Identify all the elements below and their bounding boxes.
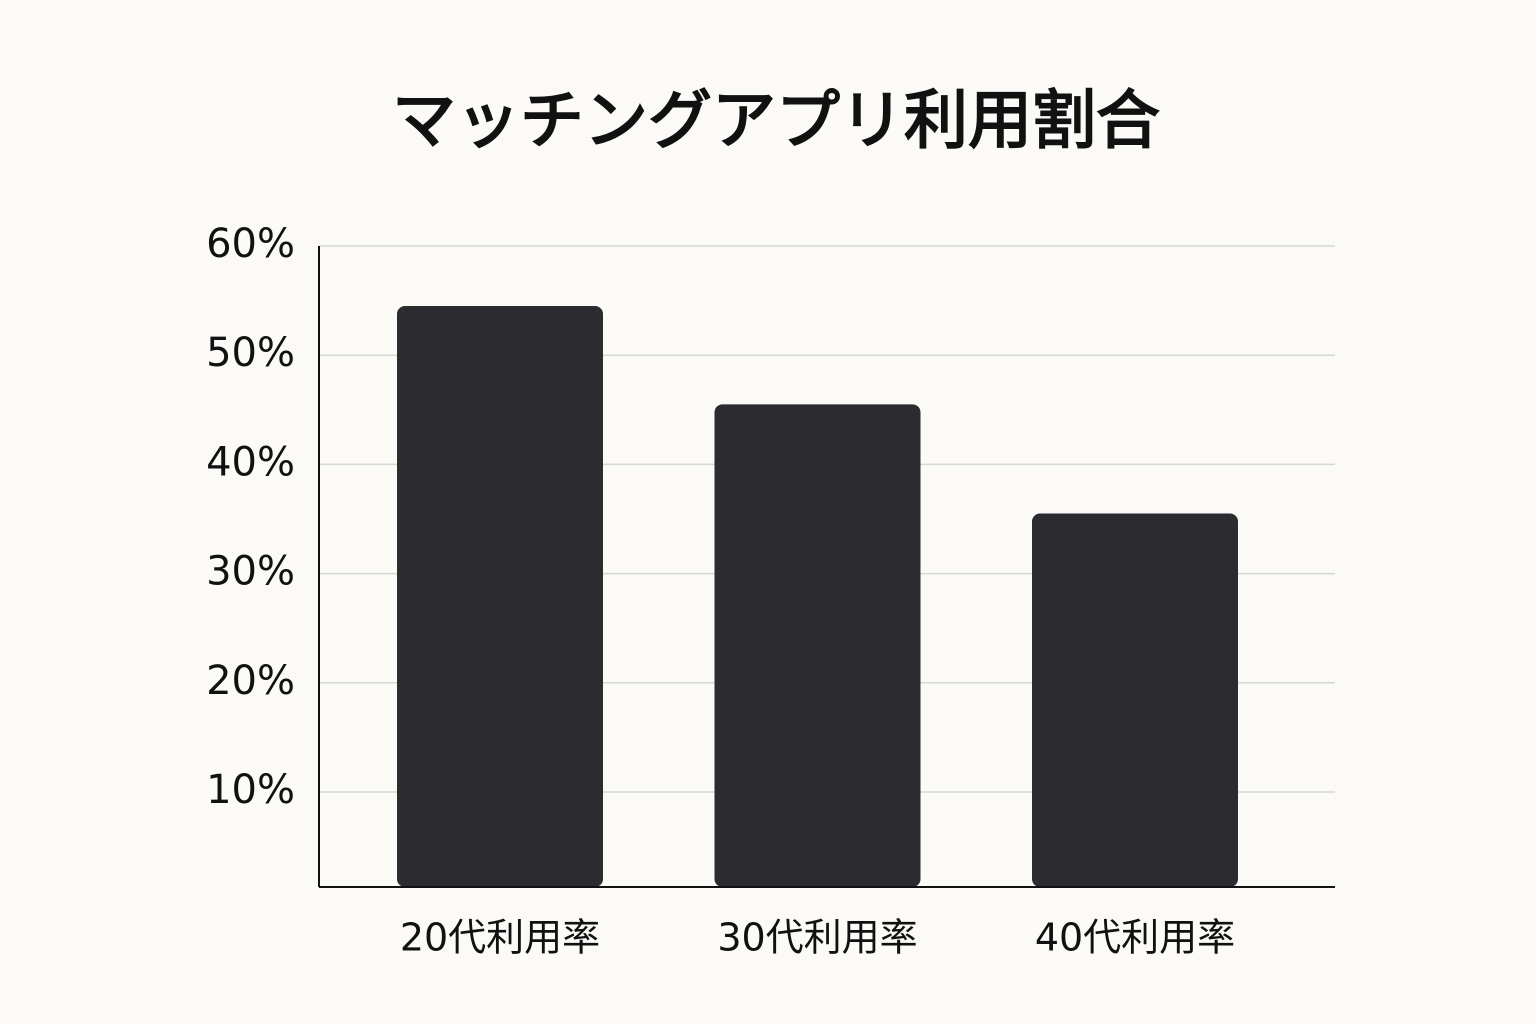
x-tick-label: 40代利用率 (1035, 916, 1235, 960)
x-tick-label: 20代利用率 (400, 916, 600, 960)
bar (714, 404, 921, 887)
y-tick-label: 50% (206, 330, 295, 376)
y-tick-label: 20% (206, 658, 295, 704)
x-tick-label: 30代利用率 (717, 916, 917, 960)
chart-title: マッチングアプリ利用割合 (392, 85, 1160, 159)
y-tick-label: 40% (206, 439, 295, 485)
y-tick-label: 60% (206, 221, 295, 267)
y-tick-label: 30% (206, 549, 295, 595)
bar (397, 306, 603, 887)
y-tick-label: 10% (206, 767, 295, 813)
bar (1032, 513, 1238, 887)
